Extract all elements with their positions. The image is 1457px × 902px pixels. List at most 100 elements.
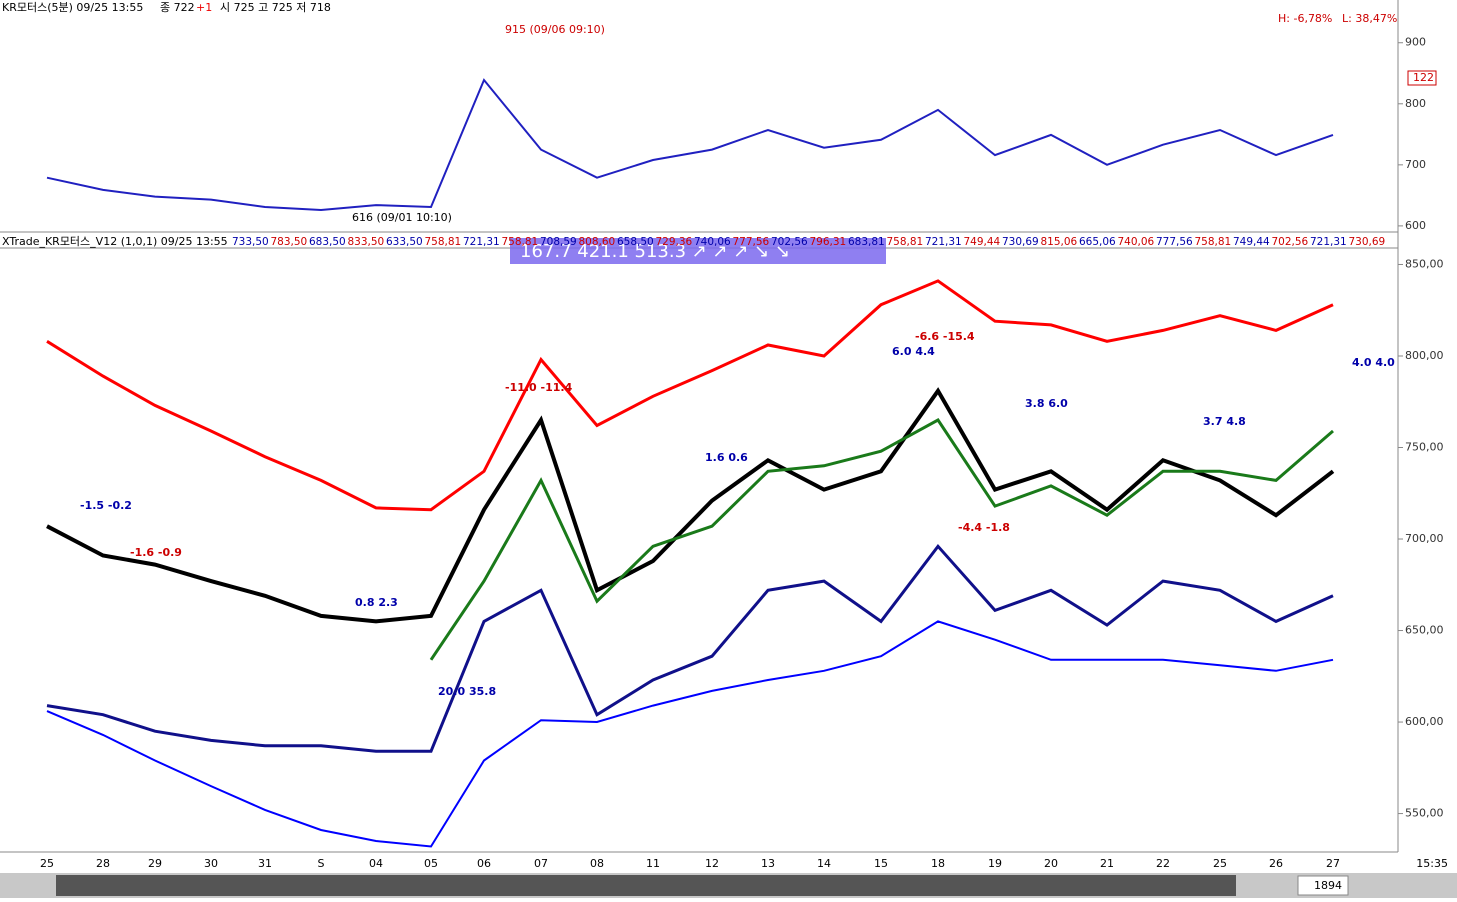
y-tick-label: 650,00 <box>1405 624 1444 637</box>
x-tick-label: 06 <box>477 857 491 870</box>
series-line <box>46 279 1334 512</box>
header-value: 721,31 <box>463 236 500 248</box>
bar-count: 1894 <box>1314 879 1342 892</box>
x-tick-label: 28 <box>96 857 110 870</box>
y-tick-label: 850,00 <box>1405 257 1444 270</box>
x-tick-label: 21 <box>1100 857 1114 870</box>
annotation: -4.4 -1.8 <box>958 521 1010 534</box>
x-tick-label: 12 <box>705 857 719 870</box>
x-tick-label: 07 <box>534 857 548 870</box>
series-line <box>46 543 1334 753</box>
overlay-text: 167.7 421.1 513.3 ↗ ↗ ↗ ↘ ↘ <box>520 241 790 262</box>
time-label: 15:35 <box>1416 857 1448 870</box>
x-tick-label: 29 <box>148 857 162 870</box>
header-value: 777,56 <box>1156 236 1193 248</box>
series-line <box>429 418 1334 661</box>
header-value: 740,06 <box>694 236 731 248</box>
header-value: 683,81 <box>848 236 885 248</box>
max-note: 915 (09/06 09:10) <box>505 23 605 36</box>
header-value: 683,50 <box>309 236 346 248</box>
x-tick-label: 20 <box>1044 857 1058 870</box>
x-tick-label: 19 <box>988 857 1002 870</box>
annotation: 1.6 0.6 <box>705 451 748 464</box>
header-value: 658,50 <box>617 236 654 248</box>
annotation: -6.6 -15.4 <box>915 330 975 343</box>
x-tick-label: 25 <box>40 857 54 870</box>
y-tick-label: 600,00 <box>1405 715 1444 728</box>
x-tick-label: 27 <box>1326 857 1340 870</box>
y-tick-label: 700 <box>1405 158 1426 171</box>
header-value: 796,31 <box>810 236 847 248</box>
annotation: 3.8 6.0 <box>1025 397 1068 410</box>
header-value: 633,50 <box>386 236 423 248</box>
annotation: 20.0 35.8 <box>438 685 496 698</box>
header-value: 749,44 <box>1233 236 1270 248</box>
annotation: 6.0 4.4 <box>892 345 935 358</box>
ohl: 시 725 고 725 저 718 <box>220 1 331 14</box>
header-value: 721,31 <box>925 236 962 248</box>
header-value: 833,50 <box>348 236 385 248</box>
count-box[interactable] <box>1297 875 1349 896</box>
series-line <box>46 387 1335 624</box>
header-value: 721,31 <box>1310 236 1347 248</box>
header-value: 815,06 <box>1041 236 1078 248</box>
series-line <box>46 78 1334 212</box>
annotation: -1.6 -0.9 <box>130 546 182 559</box>
last-tag <box>1407 70 1437 86</box>
header-value: 702,56 <box>1272 236 1309 248</box>
scroll-thumb[interactable] <box>56 875 1236 896</box>
annotation: -1.5 -0.2 <box>80 499 132 512</box>
x-tick-label: 04 <box>369 857 383 870</box>
header-value: 808,60 <box>579 236 616 248</box>
header-value: 729,36 <box>656 236 693 248</box>
annotation: 4.0 4.0 <box>1352 356 1395 369</box>
last-label: 122 <box>1413 71 1434 84</box>
high-note: H: -6,78% <box>1278 12 1332 25</box>
header-value: 758,81 <box>887 236 924 248</box>
x-tick-label: 11 <box>646 857 660 870</box>
y-tick-label: 750,00 <box>1405 441 1444 454</box>
x-tick-label: 18 <box>931 857 945 870</box>
header-value: 758,81 <box>425 236 462 248</box>
x-tick-label: 30 <box>204 857 218 870</box>
y-tick-label: 900 <box>1405 36 1426 49</box>
header-value: 740,06 <box>1118 236 1155 248</box>
header-value: 665,06 <box>1079 236 1116 248</box>
header-value: 730,69 <box>1349 236 1386 248</box>
y-tick-label: 550,00 <box>1405 807 1444 820</box>
header-value: 749,44 <box>964 236 1001 248</box>
series-line <box>46 620 1334 848</box>
header-value: 783,50 <box>271 236 308 248</box>
header-value: 730,69 <box>1002 236 1039 248</box>
low-note: L: 38,47% <box>1342 12 1397 25</box>
header-value: 708,59 <box>540 236 577 248</box>
header-value: 702,56 <box>771 236 808 248</box>
y-tick-label: 800,00 <box>1405 349 1444 362</box>
header-value: 758,81 <box>502 236 539 248</box>
x-tick-label: 05 <box>424 857 438 870</box>
x-tick-label: 14 <box>817 857 831 870</box>
x-tick-label: S <box>318 857 325 870</box>
annotation: 0.8 2.3 <box>355 596 398 609</box>
y-tick-label: 800 <box>1405 97 1426 110</box>
x-tick-label: 25 <box>1213 857 1227 870</box>
overlay-box <box>510 238 886 264</box>
x-tick-label: 13 <box>761 857 775 870</box>
close: 종 722 <box>160 1 195 14</box>
x-tick-label: 22 <box>1156 857 1170 870</box>
indicator-title: XTrade_KR모터스_V12 (1,0,1) 09/25 13:55 <box>2 235 228 248</box>
annotation: -11.0 -11.4 <box>505 381 573 394</box>
header-value: 758,81 <box>1195 236 1232 248</box>
x-tick-label: 08 <box>590 857 604 870</box>
header-value: 777,56 <box>733 236 770 248</box>
y-tick-label: 700,00 <box>1405 532 1444 545</box>
annotation: 3.7 4.8 <box>1203 415 1246 428</box>
x-tick-label: 15 <box>874 857 888 870</box>
y-tick-label: 600 <box>1405 219 1426 232</box>
x-tick-label: 31 <box>258 857 272 870</box>
change: +1 <box>196 1 212 14</box>
top-title: KR모터스(5분) 09/25 13:55 <box>2 1 143 14</box>
